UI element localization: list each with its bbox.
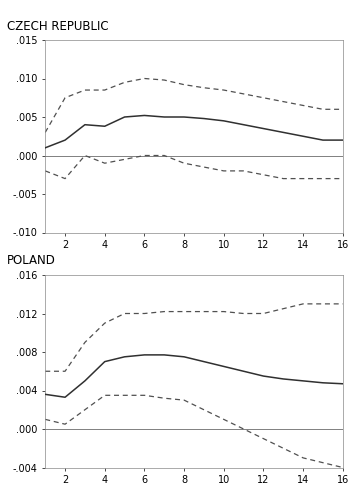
Text: POLAND: POLAND bbox=[7, 254, 56, 268]
Text: CZECH REPUBLIC: CZECH REPUBLIC bbox=[7, 20, 109, 32]
